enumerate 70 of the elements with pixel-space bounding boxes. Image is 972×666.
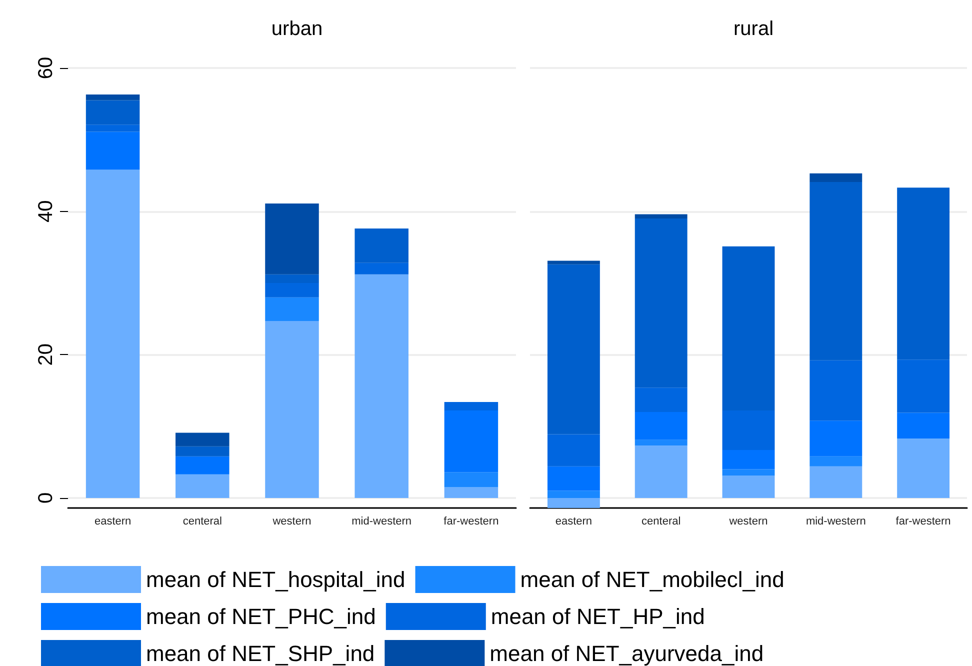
bar: [810, 456, 862, 466]
x-tick-label: far-western: [444, 516, 499, 528]
bar: [810, 466, 862, 498]
bar: [444, 487, 498, 498]
bar: [176, 474, 230, 498]
y-tick-label: 20: [35, 344, 57, 366]
bar: [634, 412, 688, 440]
bar: [547, 434, 600, 466]
bar: [265, 203, 319, 274]
chart-title: rural: [733, 18, 774, 40]
bar: [547, 260, 600, 264]
x-tick-label: centeral: [182, 516, 222, 528]
bar: [634, 388, 688, 412]
bar: [897, 360, 950, 413]
bar: [86, 94, 140, 100]
bar: [265, 282, 319, 298]
bar: [722, 410, 775, 450]
bar: [444, 402, 498, 411]
bar: [354, 274, 408, 498]
bar: [265, 274, 319, 283]
bar: [810, 360, 862, 421]
bar: [810, 182, 862, 360]
x-tick-label: western: [728, 516, 768, 528]
bar: [634, 218, 688, 388]
x-tick-label: western: [272, 516, 312, 528]
bar: [897, 412, 950, 438]
bar: [722, 469, 775, 476]
bar: [176, 432, 230, 446]
x-tick-label: mid-western: [352, 516, 412, 528]
bar: [354, 228, 408, 263]
legend-label: mean of NET_PHC_ind: [146, 604, 376, 629]
x-tick-label: eastern: [555, 516, 592, 528]
bar: [897, 438, 950, 498]
bar: [897, 188, 950, 360]
bar: [547, 498, 600, 508]
y-tick-label: 60: [35, 56, 57, 80]
bar: [176, 446, 230, 456]
bar: [86, 124, 140, 132]
bar: [86, 132, 140, 170]
bar: [722, 476, 775, 498]
bar: [176, 456, 230, 474]
legend-label: mean of NET_SHP_ind: [146, 641, 375, 666]
bar: [86, 100, 140, 125]
x-tick-label: eastern: [94, 516, 132, 528]
bar: [722, 450, 775, 470]
bar: [634, 440, 688, 446]
bar: [810, 420, 862, 456]
bar: [634, 446, 688, 498]
bar: [265, 297, 319, 321]
y-tick-label: 0: [35, 492, 57, 504]
bar: [354, 262, 408, 274]
bar: [722, 246, 775, 411]
x-tick-label: centeral: [642, 516, 681, 528]
chart-title: urban: [271, 18, 323, 40]
bar: [810, 173, 862, 182]
bar: [444, 472, 498, 488]
bar: [547, 264, 600, 434]
bar: [444, 410, 498, 472]
legend-label: mean of NET_ayurveda_ind: [490, 641, 764, 666]
bar: [634, 214, 688, 218]
bar: [265, 320, 319, 498]
y-tick-label: 40: [35, 200, 57, 222]
legend-label: mean of NET_mobilecl_ind: [520, 567, 784, 592]
legend-label: mean of NET_HP_ind: [490, 604, 705, 629]
bar: [547, 490, 600, 498]
x-tick-label: mid-western: [806, 516, 866, 528]
bar: [86, 170, 140, 498]
legend-label: mean of NET_hospital_ind: [146, 567, 406, 592]
bar: [547, 466, 600, 491]
x-tick-label: far-western: [896, 516, 951, 528]
